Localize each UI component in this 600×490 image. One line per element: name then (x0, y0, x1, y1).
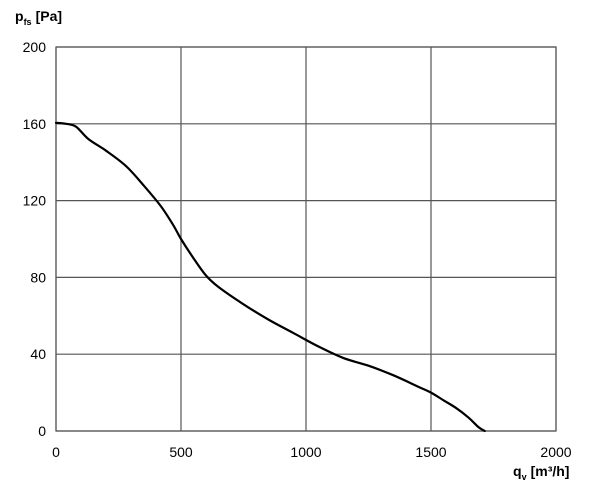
y-axis-label-main: p (15, 8, 24, 24)
x-axis-label: qv [m³/h] (513, 463, 569, 482)
x-tick-labels: 0 500 1000 1500 2000 (52, 444, 572, 460)
pressure-curve (54, 121, 486, 433)
x-tick-label: 0 (52, 444, 60, 460)
x-axis-label-sub: v (522, 472, 527, 482)
x-tick-label: 1500 (415, 444, 446, 460)
y-tick-label: 0 (38, 423, 46, 439)
plot-frame (55, 46, 557, 432)
y-tick-label: 80 (30, 269, 46, 285)
grid (55, 46, 557, 432)
y-axis-label-sub: fs (24, 17, 32, 27)
curve-layer (54, 121, 486, 433)
y-tick-label: 40 (30, 346, 46, 362)
x-axis-label-main: q (513, 463, 522, 479)
y-tick-label: 160 (23, 116, 47, 132)
y-axis-label-unit: [Pa] (36, 8, 62, 24)
y-tick-labels: 0 40 80 120 160 200 (23, 39, 47, 439)
y-tick-label: 120 (23, 193, 47, 209)
y-axis-label: pfs [Pa] (15, 8, 62, 27)
y-tick-label: 200 (23, 39, 47, 55)
x-tick-label: 2000 (540, 444, 571, 460)
x-tick-label: 500 (169, 444, 193, 460)
x-axis-label-unit: [m³/h] (531, 463, 570, 479)
x-tick-label: 1000 (290, 444, 321, 460)
